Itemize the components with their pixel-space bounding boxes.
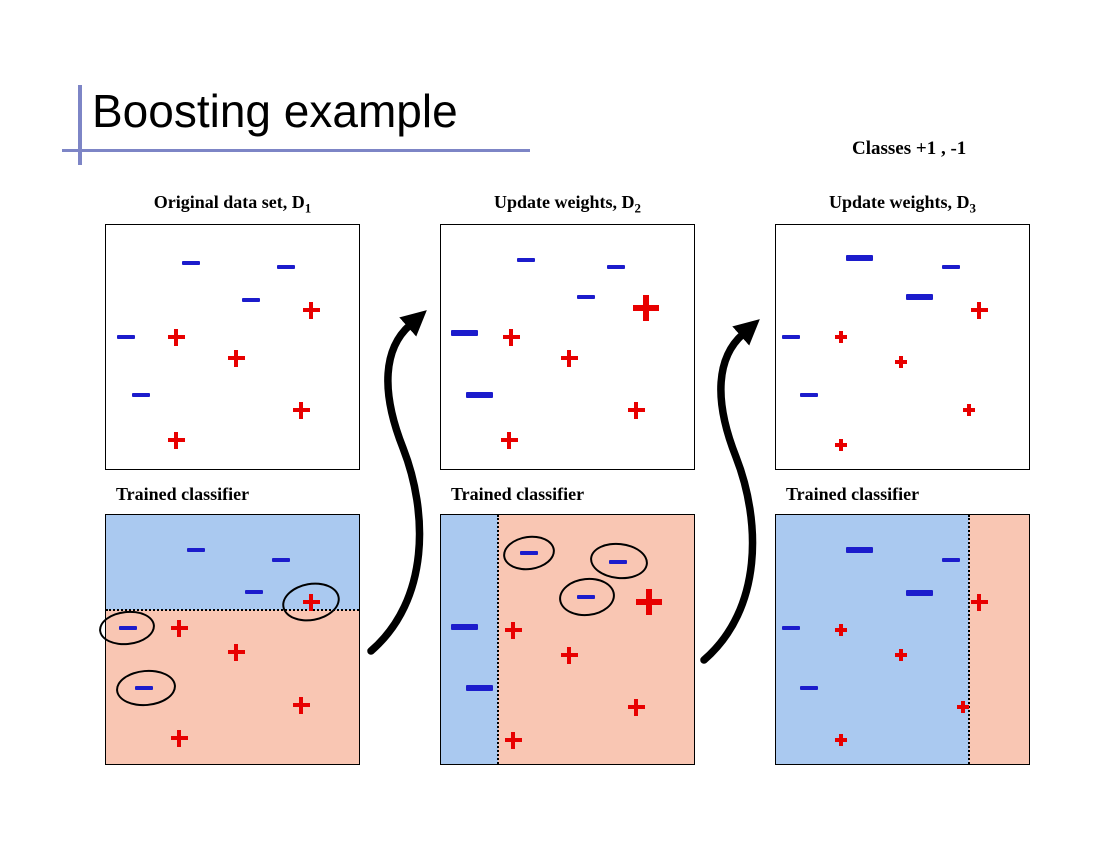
plus-point bbox=[302, 593, 320, 611]
plus-point bbox=[835, 331, 847, 343]
classifier-label-3: Trained classifier bbox=[775, 484, 1030, 505]
minus-point bbox=[845, 546, 873, 554]
minus-point bbox=[242, 297, 260, 303]
decision-boundary-line bbox=[497, 515, 499, 764]
decision-boundary-line bbox=[106, 609, 359, 611]
positive-region bbox=[969, 515, 1029, 764]
minus-point bbox=[182, 260, 200, 266]
classifier-label-2: Trained classifier bbox=[440, 484, 695, 505]
flow-arrow-1 bbox=[367, 310, 427, 655]
original-dataset-panel bbox=[105, 224, 360, 470]
dataset-label-1: Original data set, D1 bbox=[105, 192, 360, 217]
plus-point bbox=[292, 696, 310, 714]
plus-point bbox=[504, 731, 522, 749]
classes-label: Classes +1 , -1 bbox=[852, 138, 967, 159]
minus-point bbox=[135, 685, 153, 691]
minus-point bbox=[782, 334, 800, 340]
minus-point bbox=[577, 294, 595, 300]
minus-point bbox=[187, 547, 205, 553]
plus-point bbox=[636, 589, 662, 615]
minus-point bbox=[905, 589, 933, 597]
plus-point bbox=[835, 624, 847, 636]
dataset-label-2-sub: 2 bbox=[634, 200, 641, 216]
plus-point bbox=[227, 349, 245, 367]
plus-point bbox=[560, 646, 578, 664]
iteration-column-2: Update weights, D2 Trained classifier bbox=[440, 0, 695, 844]
negative-region bbox=[441, 515, 498, 764]
minus-point bbox=[800, 685, 818, 691]
classifier-label-2-text: Trained classifier bbox=[451, 484, 585, 504]
plus-point bbox=[500, 431, 518, 449]
plus-point bbox=[970, 301, 988, 319]
plus-point bbox=[170, 619, 188, 637]
update-weights-panel-2 bbox=[440, 224, 695, 470]
dataset-label-3-text: Update weights, D bbox=[829, 192, 970, 212]
minus-point bbox=[800, 392, 818, 398]
minus-point bbox=[609, 559, 627, 565]
minus-point bbox=[245, 589, 263, 595]
update-weights-panel-3 bbox=[775, 224, 1030, 470]
plus-point bbox=[633, 295, 659, 321]
trained-classifier-panel-1 bbox=[97, 514, 360, 765]
minus-point bbox=[520, 550, 538, 556]
dataset-label-3-sub: 3 bbox=[969, 200, 976, 216]
iteration-column-3: Update weights, D3 Trained classifier bbox=[775, 0, 1030, 844]
minus-point bbox=[577, 594, 595, 600]
classifier-label-1: Trained classifier bbox=[105, 484, 360, 505]
plus-point bbox=[560, 349, 578, 367]
plus-point bbox=[895, 649, 907, 661]
minus-point bbox=[277, 264, 295, 270]
flow-arrow-2 bbox=[700, 319, 760, 664]
plus-point bbox=[627, 698, 645, 716]
plus-point bbox=[835, 734, 847, 746]
decision-boundary-line bbox=[968, 515, 970, 764]
trained-classifier-panel-2 bbox=[440, 514, 695, 765]
minus-point bbox=[845, 254, 873, 262]
dataset-label-1-text: Original data set, D bbox=[153, 192, 305, 212]
plus-point bbox=[502, 328, 520, 346]
trained-classifier-panel-3 bbox=[775, 514, 1030, 765]
plus-point bbox=[170, 729, 188, 747]
dataset-label-1-sub: 1 bbox=[304, 200, 312, 216]
minus-point bbox=[607, 264, 625, 270]
plus-point bbox=[504, 621, 522, 639]
negative-region bbox=[776, 515, 969, 764]
minus-point bbox=[272, 557, 290, 563]
dataset-label-2: Update weights, D2 bbox=[440, 192, 695, 217]
dataset-label-3: Update weights, D3 bbox=[775, 192, 1030, 217]
minus-point bbox=[450, 623, 478, 631]
minus-point bbox=[132, 392, 150, 398]
negative-region bbox=[106, 515, 359, 610]
classifier-label-3-text: Trained classifier bbox=[786, 484, 920, 504]
plus-point bbox=[227, 643, 245, 661]
minus-point bbox=[465, 684, 493, 692]
minus-point bbox=[450, 329, 478, 337]
minus-point bbox=[517, 257, 535, 263]
plus-point bbox=[895, 356, 907, 368]
plus-point bbox=[167, 431, 185, 449]
plus-point bbox=[957, 701, 969, 713]
minus-point bbox=[782, 625, 800, 631]
minus-point bbox=[905, 293, 933, 301]
plus-point bbox=[292, 401, 310, 419]
minus-point bbox=[942, 264, 960, 270]
dataset-label-2-text: Update weights, D bbox=[494, 192, 635, 212]
minus-point bbox=[465, 391, 493, 399]
iteration-column-1: Original data set, D1 Trained classifier bbox=[97, 0, 360, 844]
plus-point bbox=[963, 404, 975, 416]
classifier-label-1-text: Trained classifier bbox=[116, 484, 250, 504]
plus-point bbox=[167, 328, 185, 346]
page-title: Boosting example bbox=[92, 85, 458, 137]
minus-point bbox=[119, 625, 137, 631]
plus-point bbox=[627, 401, 645, 419]
plus-point bbox=[302, 301, 320, 319]
positive-region bbox=[498, 515, 694, 764]
accent-horizontal-line bbox=[62, 149, 530, 152]
plus-point bbox=[835, 439, 847, 451]
minus-point bbox=[117, 334, 135, 340]
accent-vertical-line bbox=[78, 85, 82, 165]
minus-point bbox=[942, 557, 960, 563]
plus-point bbox=[970, 593, 988, 611]
